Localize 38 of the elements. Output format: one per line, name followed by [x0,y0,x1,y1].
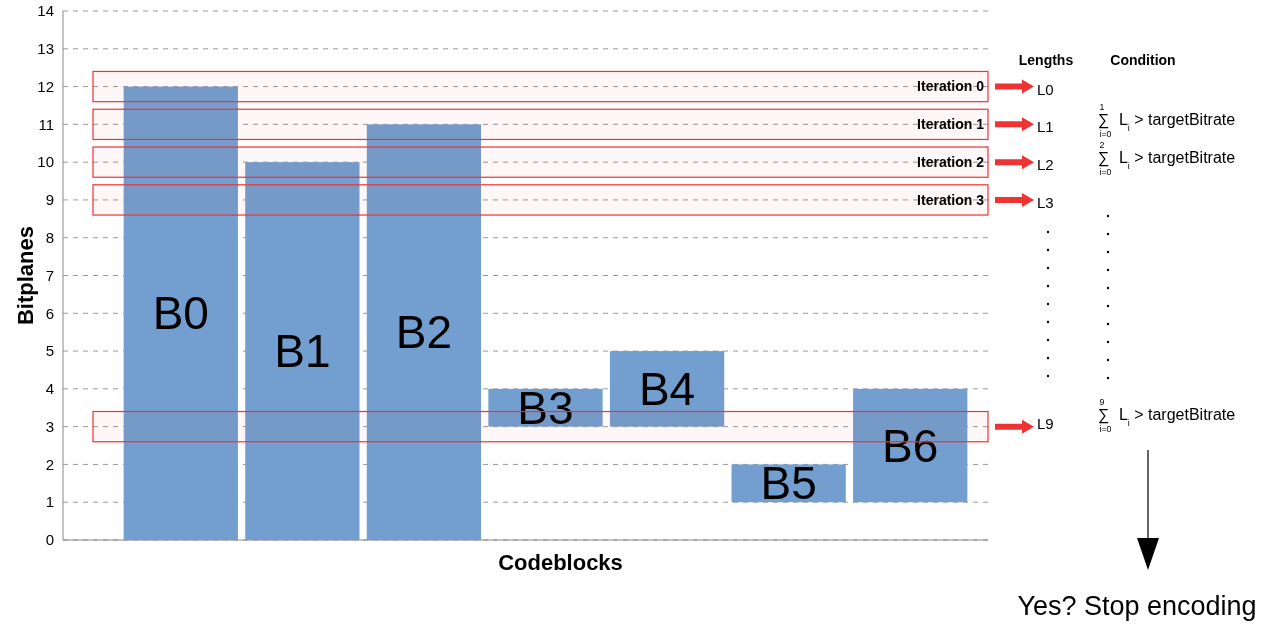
text: L2 [1037,156,1054,173]
y-tick-label: 13 [37,40,54,58]
x-axis-title: Codeblocks [498,550,623,575]
y-tick-label: 0 [45,531,54,549]
y-tick-label: 9 [45,191,54,209]
y-tick-label: 12 [37,77,54,95]
y-tick-label: 3 [45,417,54,435]
y-tick-label: 11 [38,115,54,133]
y-tick-label: 5 [45,342,54,360]
text: Yes? Stop encoding [1017,591,1257,621]
y-tick-label: 1 [45,493,54,511]
y-tick-label: 6 [45,304,54,322]
bar [123,86,238,540]
y-tick-label: 4 [45,380,54,398]
band-label: Iteration 2 [917,154,985,171]
band-label: Iteration 1 [917,116,985,133]
band-label: Iteration 3 [917,191,985,208]
text: L3 [1037,194,1054,211]
x-tick-label: B2 [395,306,453,359]
y-axis-title: Bitplanes [12,225,38,326]
y-tick-label: 2 [45,455,54,473]
x-tick-label: B0 [152,287,209,340]
bar [366,124,482,540]
bar [245,162,360,540]
y-tick-label: 8 [45,228,54,246]
bar [609,351,725,427]
y-tick-label: 10 [37,153,54,171]
text: L1 [1037,118,1054,135]
y-tick-label: 7 [45,266,54,284]
x-tick-label: B5 [760,457,817,510]
x-tick-label: B1 [274,325,331,378]
text: Lengths [1018,52,1074,68]
y-tick-label: 14 [37,2,54,20]
x-tick-label: B4 [638,362,696,415]
text: L9 [1037,415,1054,432]
text: L0 [1037,81,1054,98]
band-label: Iteration 0 [917,78,985,95]
text: Condition [1110,52,1176,68]
